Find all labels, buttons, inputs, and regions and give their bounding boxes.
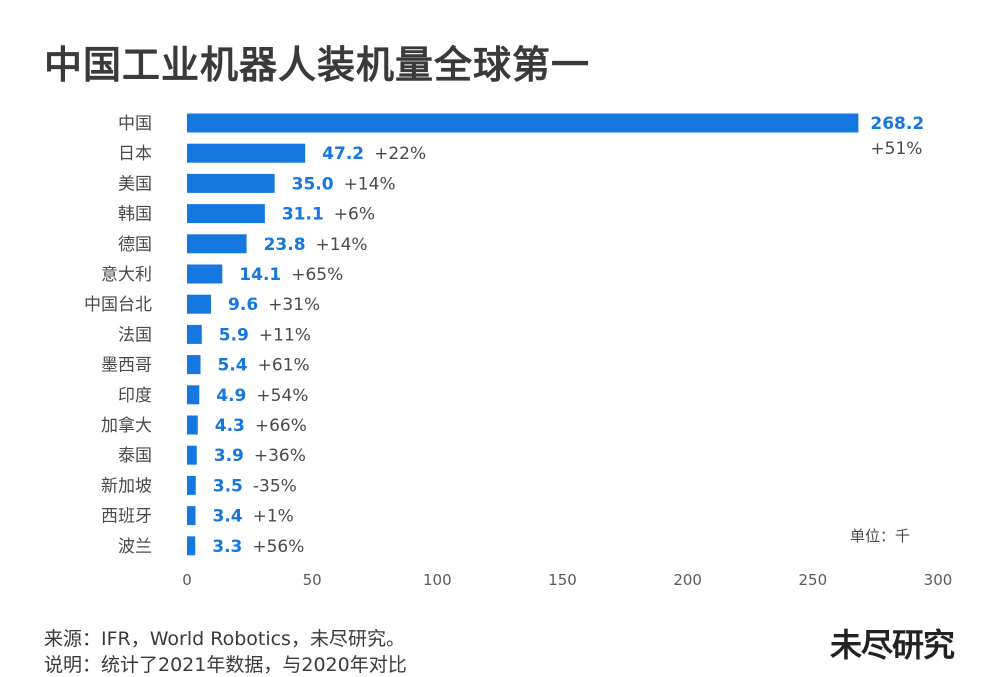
brand-logo: 未尽研究 xyxy=(830,626,955,664)
category-label: 法国 xyxy=(118,325,152,345)
value-label: 23.8 xyxy=(264,235,306,255)
value-label: 3.3 xyxy=(212,537,242,557)
category-label: 波兰 xyxy=(118,537,152,557)
category-label: 意大利 xyxy=(101,265,152,285)
value-label: 9.6 xyxy=(228,295,258,315)
value-label: 47.2 xyxy=(322,144,364,164)
value-label: 3.4 xyxy=(213,507,243,527)
category-label: 中国 xyxy=(118,114,152,134)
chart-title: 中国工业机器人装机量全球第一 xyxy=(44,43,591,87)
value-label: 4.9 xyxy=(216,386,246,406)
x-tick-label: 150 xyxy=(548,571,577,589)
x-tick-label: 0 xyxy=(182,571,192,589)
change-label: +66% xyxy=(255,416,307,436)
change-label: +11% xyxy=(259,325,311,345)
change-label: +6% xyxy=(334,205,375,225)
change-label: +22% xyxy=(374,144,426,164)
change-label: +14% xyxy=(344,174,396,194)
x-tick-label: 250 xyxy=(799,571,828,589)
change-label: +56% xyxy=(252,537,304,557)
bar xyxy=(187,234,247,254)
bar xyxy=(187,415,198,435)
category-label: 西班牙 xyxy=(101,507,152,527)
x-tick-label: 100 xyxy=(423,571,452,589)
change-label: +14% xyxy=(316,235,368,255)
bar xyxy=(187,445,197,465)
value-label: 5.9 xyxy=(219,325,249,345)
unit-label: 单位：千 xyxy=(850,527,911,545)
bar xyxy=(187,264,223,284)
bar xyxy=(187,385,200,405)
change-label: +54% xyxy=(256,386,308,406)
x-tick-label: 50 xyxy=(303,571,322,589)
category-label: 中国台北 xyxy=(84,295,152,315)
bar xyxy=(187,143,306,163)
value-label: 14.1 xyxy=(239,265,281,285)
category-label: 泰国 xyxy=(118,446,152,466)
bar xyxy=(187,475,196,495)
bar xyxy=(187,506,196,526)
bar xyxy=(187,294,212,314)
bar xyxy=(187,113,859,133)
category-label: 韩国 xyxy=(118,205,152,225)
category-label: 墨西哥 xyxy=(101,356,152,376)
change-label: +1% xyxy=(253,507,294,527)
category-label: 美国 xyxy=(118,174,152,194)
category-label: 日本 xyxy=(118,144,152,164)
change-label: +65% xyxy=(291,265,343,285)
bar xyxy=(187,536,196,556)
bar xyxy=(187,355,201,375)
value-label: 3.9 xyxy=(214,446,244,466)
change-label: +51% xyxy=(870,139,922,159)
bar xyxy=(187,204,265,224)
value-label: 31.1 xyxy=(282,205,324,225)
bar-chart: 中国 268.2 +51% 日本 47.2 +22% 美国 35.0 +14% 韩国 31.1 +6%… xyxy=(84,113,953,589)
note-text: 说明：统计了2021年数据，与2020年对比 xyxy=(44,654,407,676)
source-text: 来源：IFR，World Robotics，未尽研究。 xyxy=(44,628,405,650)
x-tick-label: 300 xyxy=(924,571,953,589)
value-label: 4.3 xyxy=(215,416,245,436)
category-label: 加拿大 xyxy=(101,415,152,436)
change-label: -35% xyxy=(253,476,297,496)
category-label: 印度 xyxy=(118,386,152,406)
value-label: 35.0 xyxy=(292,174,334,194)
change-label: +36% xyxy=(254,446,306,466)
value-label: 5.4 xyxy=(218,356,248,376)
x-tick-label: 200 xyxy=(673,571,702,589)
category-label: 新加坡 xyxy=(101,476,152,496)
bar xyxy=(187,324,202,344)
category-label: 德国 xyxy=(118,235,152,255)
value-label: 268.2 xyxy=(870,114,924,134)
bar xyxy=(187,173,275,193)
change-label: +31% xyxy=(268,295,320,315)
value-label: 3.5 xyxy=(213,476,243,496)
change-label: +61% xyxy=(258,356,310,376)
